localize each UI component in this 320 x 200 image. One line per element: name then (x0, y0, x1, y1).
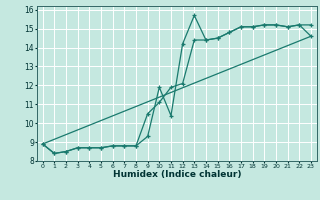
X-axis label: Humidex (Indice chaleur): Humidex (Indice chaleur) (113, 170, 241, 179)
